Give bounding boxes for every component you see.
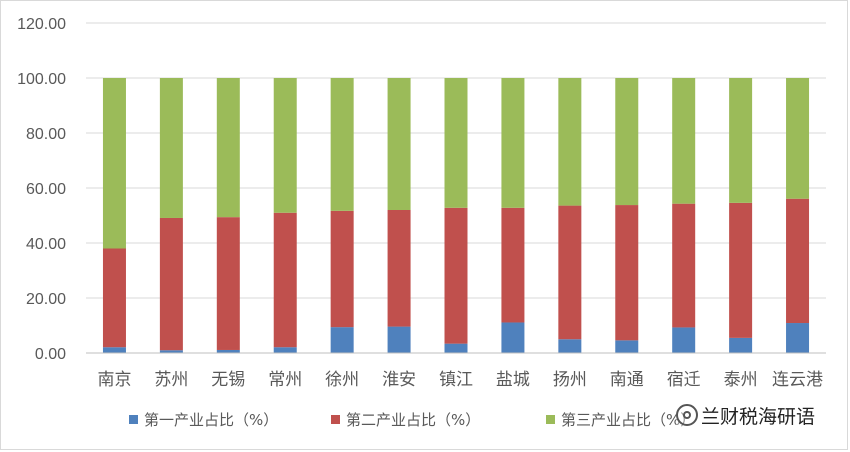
bar-secondary-sector xyxy=(387,210,411,327)
bar-tertiary-sector xyxy=(216,78,240,218)
bar-tertiary-sector xyxy=(729,78,753,203)
bar-primary-sector xyxy=(159,350,183,353)
legend-label-secondary: 第二产业占比（%） xyxy=(346,411,481,429)
x-category-label: 南京 xyxy=(97,370,131,390)
legend-swatch-primary xyxy=(129,415,138,424)
x-category-label: 盐城 xyxy=(496,370,530,390)
watermark: 兰财税海研语 xyxy=(676,398,816,432)
x-category-label: 连云港 xyxy=(772,370,823,390)
bar-secondary-sector xyxy=(444,207,468,344)
x-category-label: 淮安 xyxy=(382,370,416,390)
y-tick-label: 120.00 xyxy=(17,16,66,33)
bar-tertiary-sector xyxy=(615,78,639,206)
watermark-text: 兰财税海研语 xyxy=(701,405,816,428)
bar-tertiary-sector xyxy=(501,78,525,208)
x-category-label: 徐州 xyxy=(325,370,359,390)
bar-tertiary-sector xyxy=(558,78,582,206)
x-category-label: 常州 xyxy=(268,370,302,390)
bar-secondary-sector xyxy=(729,202,753,338)
x-category-label: 镇江 xyxy=(439,370,473,390)
bar-primary-sector xyxy=(330,327,354,353)
bar-tertiary-sector xyxy=(444,78,468,208)
legend-label-primary: 第一产业占比（%） xyxy=(144,411,279,429)
legend-swatch-tertiary xyxy=(546,415,555,424)
y-tick-label: 40.00 xyxy=(26,236,66,253)
wechat-search-icon xyxy=(676,404,698,426)
bar-secondary-sector xyxy=(159,217,183,351)
bar-primary-sector xyxy=(672,327,696,353)
legend-label-tertiary: 第三产业占比（%） xyxy=(561,411,696,429)
bar-primary-sector xyxy=(273,347,297,353)
bar-secondary-sector xyxy=(330,210,354,328)
legend-item-secondary: 第二产业占比（%） xyxy=(331,409,480,430)
y-tick-label: 20.00 xyxy=(26,291,66,308)
bar-secondary-sector xyxy=(501,207,525,323)
bar-primary-sector xyxy=(558,339,582,353)
bar-primary-sector xyxy=(444,343,468,353)
bar-primary-sector xyxy=(102,347,126,353)
x-category-label: 南通 xyxy=(610,370,644,390)
bars xyxy=(102,78,810,353)
x-category-label: 无锡 xyxy=(211,370,245,390)
bar-primary-sector xyxy=(729,337,753,353)
y-axis-tick-labels: 0.00 20.00 40.00 60.00 80.00 100.00 120.00 xyxy=(17,16,66,363)
legend-item-tertiary: 第三产业占比（%） xyxy=(546,409,695,430)
y-tick-label: 0.00 xyxy=(35,346,66,363)
y-tick-label: 60.00 xyxy=(26,181,66,198)
bar-primary-sector xyxy=(216,349,240,353)
bar-tertiary-sector xyxy=(330,78,354,211)
bar-tertiary-sector xyxy=(273,78,297,213)
legend-item-primary: 第一产业占比（%） xyxy=(129,409,278,430)
bar-secondary-sector xyxy=(273,212,297,348)
bar-tertiary-sector xyxy=(387,78,411,210)
y-tick-label: 100.00 xyxy=(17,71,66,88)
x-axis-category-labels: 南京 苏州 无锡 常州 徐州 淮安 镇江 盐城 扬州 南通 宿迁 泰州 连云港 xyxy=(97,370,823,390)
bar-primary-sector xyxy=(786,323,810,353)
legend: 第一产业占比（%） 第二产业占比（%） 第三产业占比（%） xyxy=(0,403,850,435)
bar-primary-sector xyxy=(615,340,639,353)
bar-tertiary-sector xyxy=(102,78,126,249)
bar-primary-sector xyxy=(501,322,525,353)
x-category-label: 宿迁 xyxy=(667,370,701,390)
y-tick-label: 80.00 xyxy=(26,126,66,143)
bar-primary-sector xyxy=(387,326,411,353)
bar-tertiary-sector xyxy=(159,78,183,218)
legend-swatch-secondary xyxy=(331,415,340,424)
x-category-label: 扬州 xyxy=(553,370,587,390)
x-category-label: 泰州 xyxy=(724,370,758,390)
bar-secondary-sector xyxy=(615,205,639,341)
bar-tertiary-sector xyxy=(672,78,696,204)
bar-secondary-sector xyxy=(102,248,126,348)
bar-secondary-sector xyxy=(672,203,696,328)
bar-secondary-sector xyxy=(558,205,582,340)
bar-tertiary-sector xyxy=(786,78,810,199)
x-category-label: 苏州 xyxy=(154,370,188,390)
bar-secondary-sector xyxy=(216,217,240,350)
bar-secondary-sector xyxy=(786,198,810,324)
